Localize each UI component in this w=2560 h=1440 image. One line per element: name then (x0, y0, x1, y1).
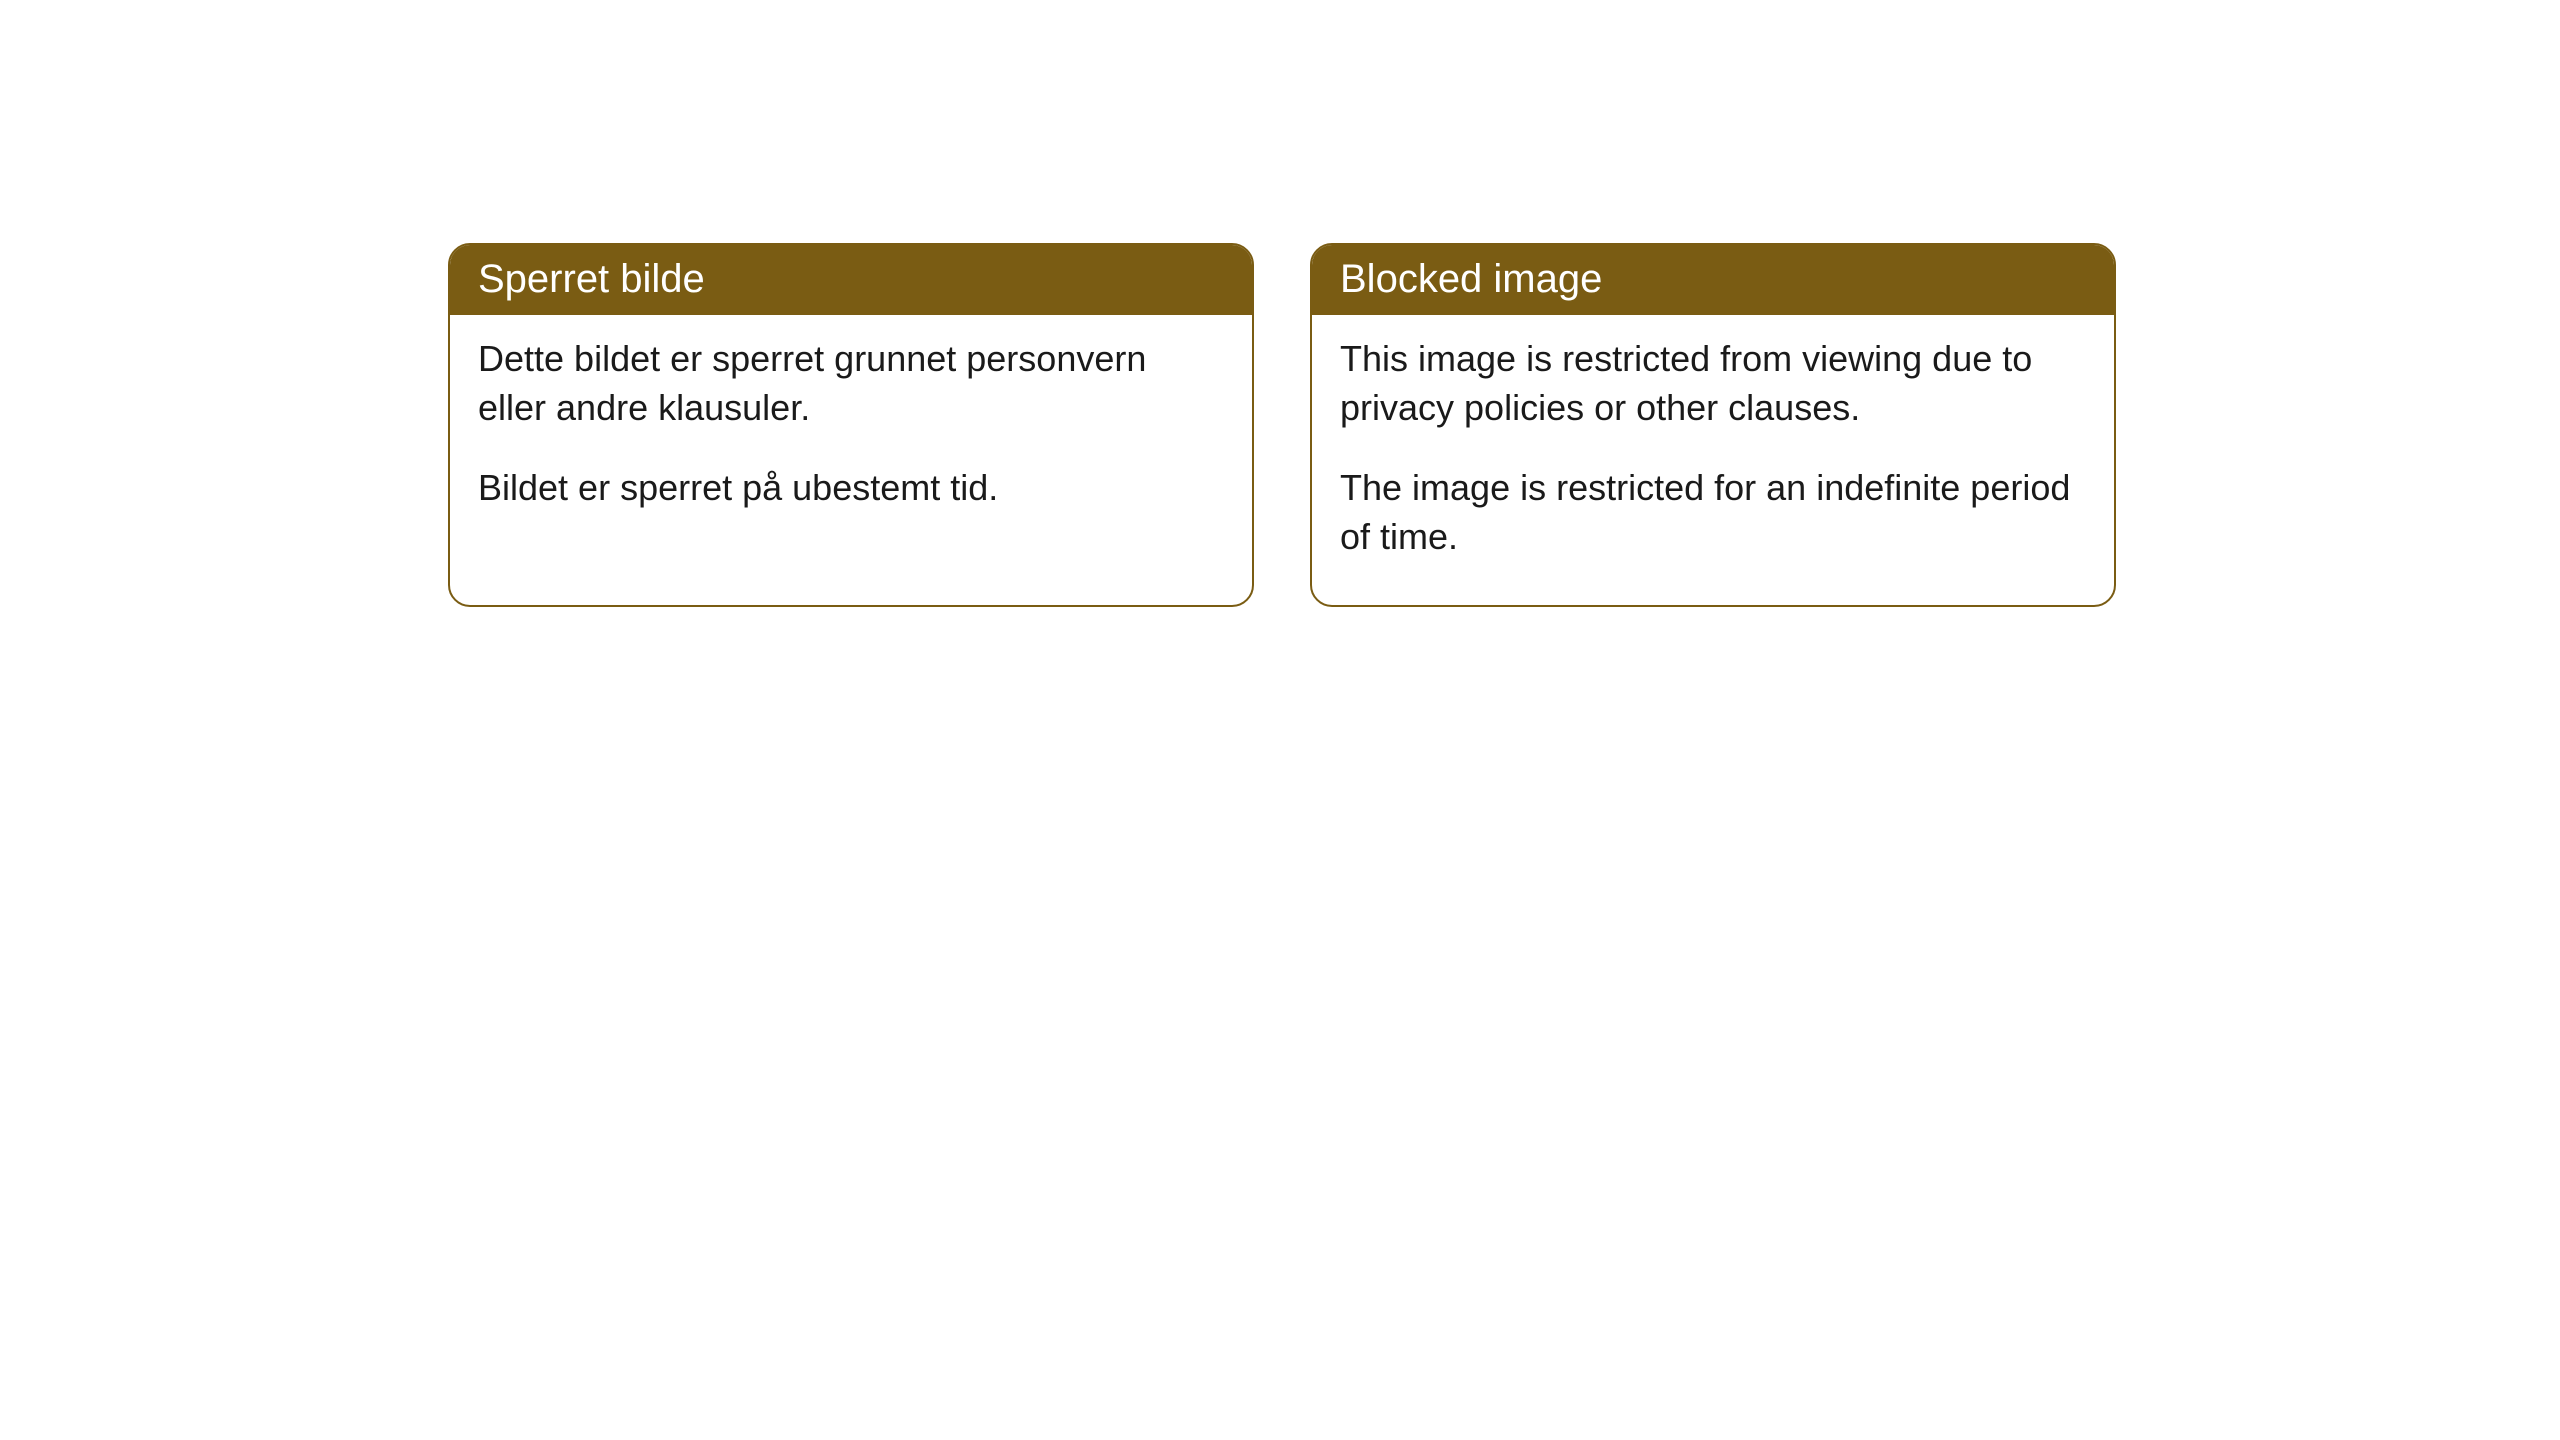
card-paragraph-no-1: Dette bildet er sperret grunnet personve… (478, 335, 1224, 432)
blocked-image-card-en: Blocked image This image is restricted f… (1310, 243, 2116, 607)
card-body-no: Dette bildet er sperret grunnet personve… (450, 315, 1252, 557)
card-header-no: Sperret bilde (450, 245, 1252, 315)
card-header-en: Blocked image (1312, 245, 2114, 315)
card-paragraph-en-1: This image is restricted from viewing du… (1340, 335, 2086, 432)
notice-cards-container: Sperret bilde Dette bildet er sperret gr… (448, 243, 2560, 607)
card-paragraph-en-2: The image is restricted for an indefinit… (1340, 464, 2086, 561)
blocked-image-card-no: Sperret bilde Dette bildet er sperret gr… (448, 243, 1254, 607)
card-body-en: This image is restricted from viewing du… (1312, 315, 2114, 605)
card-paragraph-no-2: Bildet er sperret på ubestemt tid. (478, 464, 1224, 513)
